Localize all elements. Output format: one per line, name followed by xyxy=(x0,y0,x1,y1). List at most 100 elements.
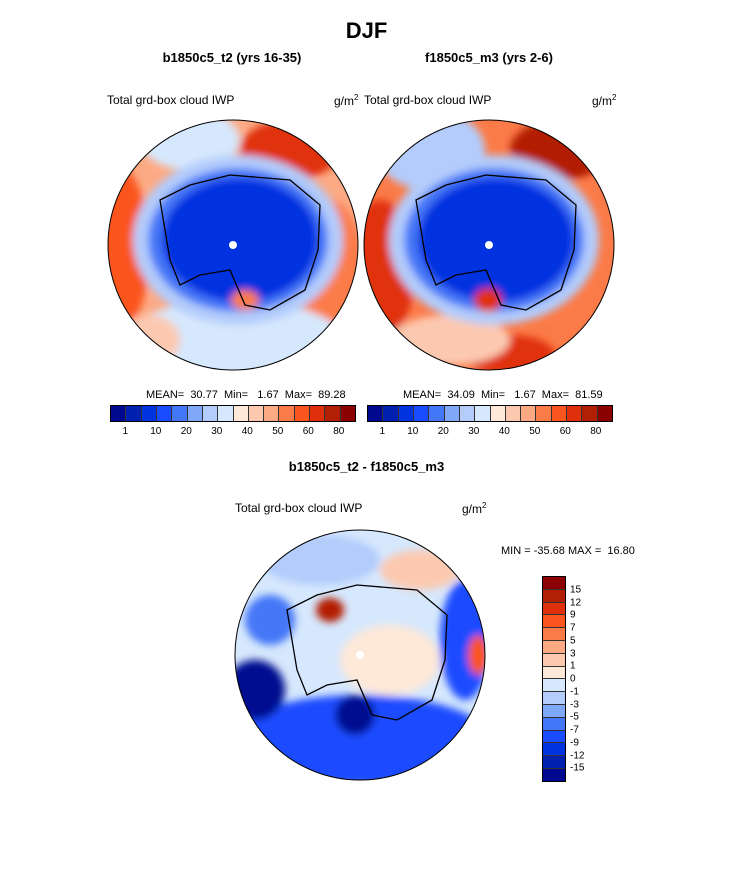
diff-colorbar xyxy=(542,576,566,782)
colorbar-box xyxy=(310,406,326,421)
colorbar-box xyxy=(597,406,612,421)
colorbar-label: -3 xyxy=(570,699,579,710)
colorbar-label: 0 xyxy=(570,673,576,685)
colorbar-label: 40 xyxy=(498,426,510,437)
panel1-title: b1850c5_t2 (yrs 16-35) xyxy=(162,50,302,65)
colorbar-box xyxy=(543,666,565,680)
panel1-units: g/m2 xyxy=(334,93,358,108)
diff-colorbar-labels: 15 12 9 7 5 3 1 0 -1 -3 -5 -7 -9 -12 -15 xyxy=(570,577,600,781)
colorbar-box xyxy=(567,406,583,421)
colorbar-label: -12 xyxy=(570,750,585,761)
colorbar-box xyxy=(543,602,565,616)
colorbar-box xyxy=(444,406,460,421)
colorbar-box xyxy=(248,406,265,421)
colorbar-box xyxy=(543,679,565,693)
colorbar-box xyxy=(582,406,598,421)
colorbar-box xyxy=(543,653,565,667)
colorbar-box xyxy=(156,406,173,421)
colorbar-box xyxy=(233,406,249,421)
colorbar-box xyxy=(543,628,565,641)
colorbar-box xyxy=(218,406,234,421)
colorbar-label: 50 xyxy=(529,426,541,437)
colorbar-label: -9 xyxy=(570,737,579,749)
colorbar-label: 5 xyxy=(570,635,576,647)
colorbar-label: -15 xyxy=(570,762,585,774)
colorbar-box xyxy=(543,589,565,603)
panel2-units: g/m2 xyxy=(592,93,616,108)
colorbar-box xyxy=(521,406,537,421)
colorbar-box xyxy=(543,743,565,757)
colorbar-label: 9 xyxy=(570,609,576,621)
colorbar-box xyxy=(264,406,280,421)
colorbar-label: 12 xyxy=(570,597,582,608)
panel2-colorbar xyxy=(367,405,613,422)
colorbar-label: -5 xyxy=(570,711,579,723)
colorbar-label: 1 xyxy=(379,426,386,437)
colorbar-label: 1 xyxy=(122,426,129,437)
colorbar-label: 20 xyxy=(437,426,449,437)
panel2-variable: Total grd-box cloud IWP xyxy=(364,93,492,107)
colorbar-box xyxy=(279,406,295,421)
colorbar-label: 80 xyxy=(333,426,345,437)
diff-stats: MIN = -35.68 MAX = 16.80 xyxy=(501,545,635,557)
panel1-border xyxy=(107,119,359,371)
diff-border xyxy=(234,529,486,781)
colorbar-box xyxy=(475,406,491,421)
figure-title: DJF xyxy=(345,18,388,43)
colorbar-box xyxy=(490,406,506,421)
units-sup: 2 xyxy=(612,93,617,102)
diff-title: b1850c5_t2 - f1850c5_m3 xyxy=(288,459,445,474)
colorbar-label: 7 xyxy=(570,622,576,634)
colorbar-label: 60 xyxy=(559,426,571,437)
colorbar-box xyxy=(429,406,445,421)
units-sup: 2 xyxy=(482,501,487,510)
units-text: g/m xyxy=(462,502,483,516)
panel1-stats: MEAN= 30.77 Min= 1.67 Max= 89.28 xyxy=(146,389,346,401)
colorbar-label: 10 xyxy=(407,426,419,437)
colorbar-label: 30 xyxy=(468,426,480,437)
colorbar-label: 10 xyxy=(150,426,162,437)
colorbar-box xyxy=(543,640,565,654)
colorbar-box xyxy=(543,692,565,705)
colorbar-box xyxy=(543,768,565,781)
colorbar-box xyxy=(111,406,127,421)
panel2-border xyxy=(363,119,615,371)
panel1-variable: Total grd-box cloud IWP xyxy=(107,93,235,107)
colorbar-box xyxy=(398,406,414,421)
colorbar-box xyxy=(551,406,568,421)
diff-variable: Total grd-box cloud IWP xyxy=(235,501,363,515)
units-text: g/m xyxy=(592,94,613,108)
colorbar-label: -1 xyxy=(570,686,579,698)
panel2-stats: MEAN= 34.09 Min= 1.67 Max= 81.59 xyxy=(403,389,603,401)
colorbar-box xyxy=(413,406,430,421)
colorbar-box xyxy=(543,615,565,629)
colorbar-box xyxy=(543,756,565,769)
colorbar-label: 80 xyxy=(590,426,602,437)
colorbar-box xyxy=(126,406,142,421)
colorbar-box xyxy=(383,406,399,421)
colorbar-label: 60 xyxy=(302,426,314,437)
colorbar-box xyxy=(294,406,311,421)
colorbar-box xyxy=(543,730,565,744)
units-text: g/m xyxy=(334,94,355,108)
colorbar-box xyxy=(368,406,384,421)
colorbar-box xyxy=(505,406,522,421)
colorbar-label: 15 xyxy=(570,584,582,596)
colorbar-box xyxy=(202,406,219,421)
panel2-title: f1850c5_m3 (yrs 2-6) xyxy=(425,50,553,65)
colorbar-box xyxy=(340,406,355,421)
colorbar-label: 20 xyxy=(180,426,192,437)
panel1-colorbar xyxy=(110,405,356,422)
colorbar-box xyxy=(141,406,157,421)
colorbar-label: 40 xyxy=(241,426,253,437)
units-sup: 2 xyxy=(354,93,359,102)
panel2-map xyxy=(364,120,614,370)
colorbar-box xyxy=(543,704,565,718)
diff-units: g/m2 xyxy=(462,501,486,516)
panel1-map xyxy=(108,120,358,370)
colorbar-box xyxy=(543,577,565,590)
colorbar-box xyxy=(543,717,565,731)
colorbar-box xyxy=(459,406,476,421)
